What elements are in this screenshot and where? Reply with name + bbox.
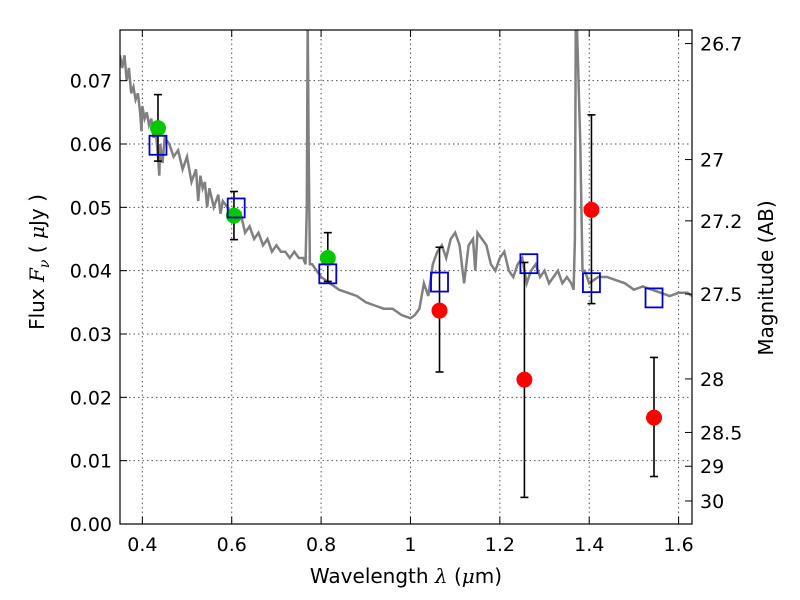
- y-tick-label: 0.02: [70, 387, 112, 409]
- data-point: [431, 302, 448, 319]
- model-photometry-point: [519, 253, 539, 275]
- y2-tick-label: 27.5: [700, 284, 742, 306]
- x-tick-label: 1: [404, 534, 416, 556]
- x-tick-label: 1.4: [574, 534, 604, 556]
- y2-axis-title: Magnitude (AB): [754, 200, 778, 355]
- x-axis-title: Wavelength λ (μm): [310, 564, 502, 588]
- y-tick-label: 0.03: [70, 324, 112, 346]
- data-markers: [148, 120, 664, 426]
- y-tick-label: 0.07: [70, 71, 112, 93]
- error-bars: [153, 93, 659, 499]
- plot-area: [120, 30, 692, 499]
- y2-tick-label: 30: [700, 491, 724, 513]
- grid-lines: [120, 30, 692, 524]
- x-tick-label: 1.2: [485, 534, 515, 556]
- y2-tick-label: 28.5: [700, 422, 742, 444]
- y2-tick-labels: 26.7 27 27.2 27.5 28 28.5 29 30: [700, 34, 742, 513]
- data-point: [225, 207, 242, 224]
- y-axis-title: Flux Fν ( μJy ): [25, 194, 53, 330]
- model-photometry-point: [318, 263, 338, 285]
- axis-ticks: [120, 30, 692, 525]
- model-photometry-point: [430, 271, 449, 293]
- x-tick-label: 0.8: [306, 534, 336, 556]
- model-photometry-point: [644, 287, 664, 309]
- plot-frame: [119, 29, 693, 525]
- y-tick-label: 0.06: [70, 134, 112, 156]
- y2-tick-label: 28: [700, 369, 724, 391]
- data-point: [149, 120, 166, 137]
- y-tick-label: 0.05: [70, 197, 112, 219]
- data-point: [646, 409, 663, 426]
- data-point: [319, 250, 336, 266]
- y2-tick-label: 27.2: [700, 211, 742, 233]
- model-spectrum-line: [120, 30, 692, 320]
- x-tick-label: 0.6: [217, 534, 247, 556]
- y-tick-labels: 0.00 0.01 0.02 0.03 0.04 0.05 0.06 0.07: [70, 71, 112, 536]
- y2-tick-label: 29: [700, 456, 724, 478]
- model-photometry-point: [148, 134, 168, 156]
- model-photometry-point: [582, 272, 601, 294]
- y-tick-label: 0.00: [70, 514, 112, 536]
- y-tick-label: 0.01: [70, 451, 112, 473]
- x-tick-label: 0.4: [127, 534, 157, 556]
- data-point: [583, 201, 600, 218]
- data-point: [516, 371, 533, 388]
- y2-tick-label: 27: [700, 150, 724, 172]
- y2-tick-label: 26.7: [700, 34, 742, 56]
- y-tick-label: 0.04: [70, 261, 112, 283]
- x-tick-labels: 0.4 0.6 0.8 1 1.2 1.4 1.6: [127, 534, 693, 556]
- model-photometry-point: [226, 197, 246, 219]
- x-tick-label: 1.6: [663, 534, 693, 556]
